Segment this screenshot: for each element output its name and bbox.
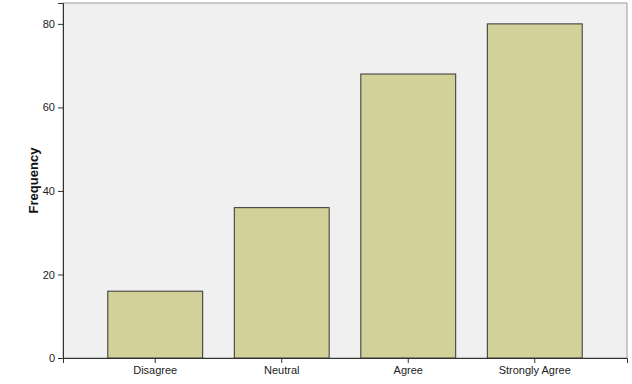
y-tick-mark — [58, 107, 63, 108]
x-tick-mark — [155, 358, 156, 363]
plot-background — [63, 3, 627, 358]
x-tick-label: Agree — [394, 364, 423, 376]
x-tick-mark — [408, 358, 409, 363]
x-tick-mark — [281, 358, 282, 363]
y-tick-label: 60 — [43, 101, 55, 113]
chart: 0 20 40 60 80 Disagree Neutral Agree Strongly Ag… — [0, 0, 632, 384]
y-tick-label: 80 — [43, 18, 55, 30]
y-axis: 0 20 40 60 80 — [43, 4, 64, 365]
y-tick-mark — [58, 274, 63, 275]
y-axis-title: Frequency — [26, 147, 41, 214]
x-tick: Strongly Agree — [499, 358, 571, 376]
y-tick-mark — [58, 191, 63, 192]
bar — [108, 291, 203, 358]
bar — [234, 208, 329, 358]
y-tick-mark — [58, 24, 63, 25]
bars — [108, 24, 582, 358]
x-axis-line — [64, 359, 628, 364]
x-tick-label: Disagree — [133, 364, 177, 376]
y-tick: 80 — [43, 18, 63, 30]
x-tick-label: Strongly Agree — [499, 364, 571, 376]
y-axis-line — [58, 4, 64, 359]
y-tick-label: 0 — [49, 352, 55, 364]
y-tick: 40 — [43, 185, 63, 197]
bar — [487, 24, 582, 358]
y-tick: 20 — [43, 268, 63, 280]
y-tick-label: 40 — [43, 185, 55, 197]
bar — [361, 74, 456, 358]
x-tick: Disagree — [133, 358, 177, 376]
plot: 0 20 40 60 80 Disagree Neutral Agree Strongly Ag… — [43, 3, 628, 376]
x-tick: Neutral — [264, 358, 299, 376]
x-tick-label: Neutral — [264, 364, 299, 376]
x-tick: Agree — [394, 358, 423, 376]
y-tick: 60 — [43, 101, 63, 113]
y-tick-mark — [58, 358, 63, 359]
x-axis: Disagree Neutral Agree Strongly Agree — [64, 358, 628, 376]
x-tick-mark — [534, 358, 535, 363]
y-tick-label: 20 — [43, 268, 55, 280]
y-tick: 0 — [49, 352, 63, 364]
